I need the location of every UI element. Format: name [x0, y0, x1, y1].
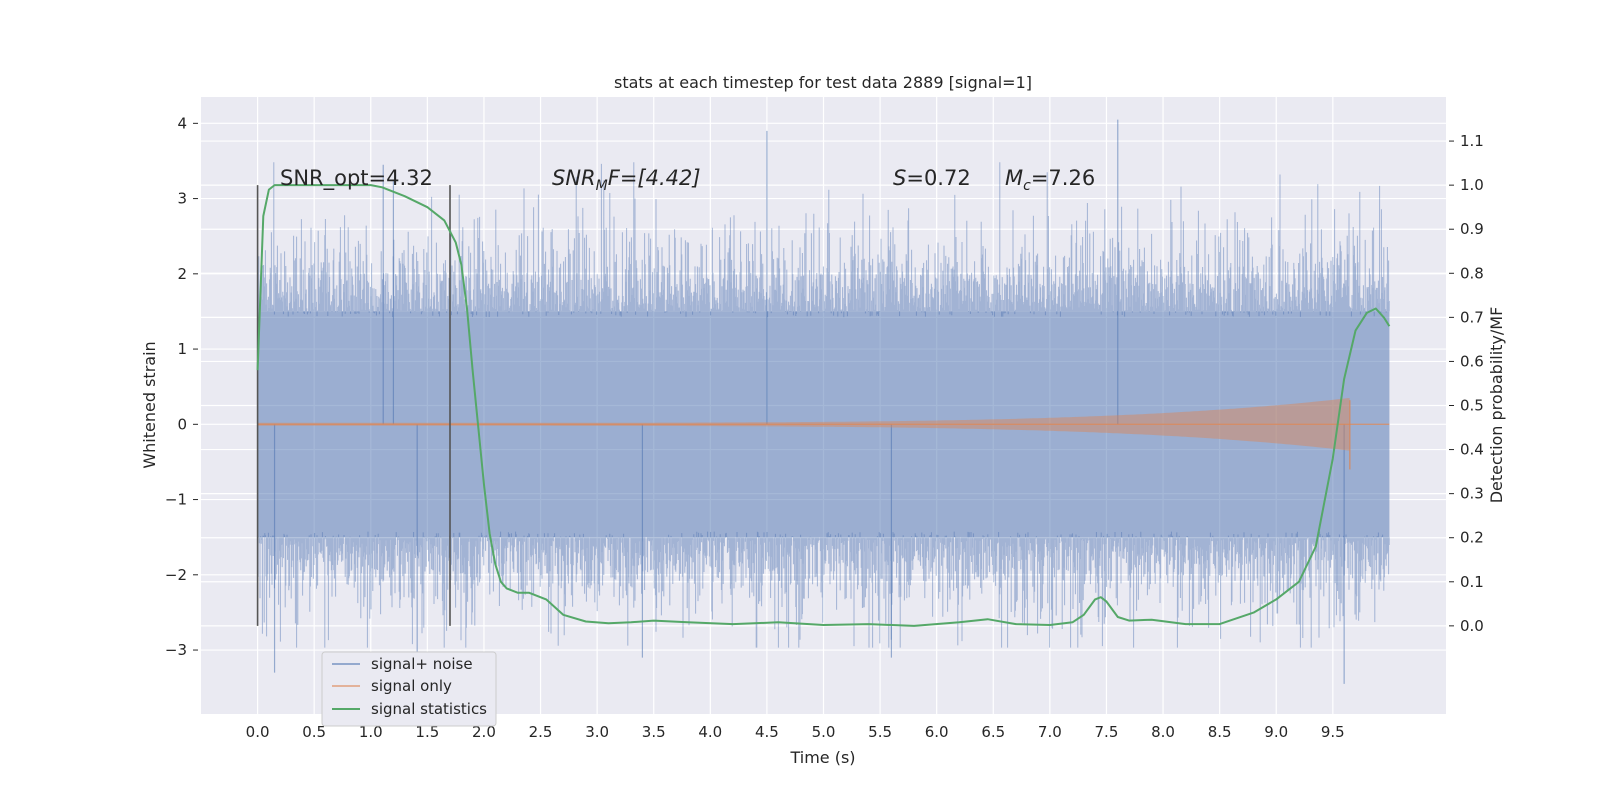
snr-mf-name: SNR [552, 166, 596, 190]
annotation-s: S=0.72 [893, 166, 971, 190]
x-tick-label: 7.5 [1095, 723, 1119, 741]
x-tick-label: 8.5 [1208, 723, 1232, 741]
x-tick-label: 9.0 [1264, 723, 1288, 741]
y-tick-label: 3 [177, 190, 187, 208]
x-tick-label: 5.0 [812, 723, 836, 741]
snr-mf-sub: M [596, 178, 608, 194]
signal-statistics-series [256, 184, 1391, 627]
x-tick-label: 3.5 [642, 723, 666, 741]
annotation-snr-opt: SNR_opt=4.32 [280, 166, 433, 191]
y2-tick-label: 0.2 [1460, 529, 1484, 547]
legend-box [321, 651, 497, 727]
legend-label-signal-statistics: signal statistics [371, 700, 487, 718]
snr-mf-rest: F=[4.42] [608, 166, 701, 190]
y-tick-label: 4 [177, 114, 187, 132]
y-tick-label: 1 [177, 340, 187, 358]
y-tick-label: −3 [165, 641, 187, 659]
y-tick-label: −1 [165, 491, 187, 509]
statistics-line [256, 184, 1391, 627]
y2-tick-label: 0.3 [1460, 485, 1484, 503]
legend-label-signal-noise: signal+ noise [371, 655, 473, 673]
y-tick-label: 0 [177, 415, 187, 433]
legend-label-signal-only: signal only [371, 677, 452, 695]
s-rest: =0.72 [906, 166, 970, 190]
x-tick-label: 7.0 [1038, 723, 1062, 741]
y2-tick-label: 0.8 [1460, 264, 1484, 282]
x-tick-label: 3.0 [585, 723, 609, 741]
x-tick-label: 2.0 [472, 723, 496, 741]
y2-tick-label: 1.1 [1460, 132, 1484, 150]
y2-tick-label: 0.1 [1460, 573, 1484, 591]
y2-tick-label: 0.7 [1460, 308, 1484, 326]
mc-name: M [1005, 166, 1023, 190]
x-tick-label: 6.0 [925, 723, 949, 741]
y2-tick-label: 0.5 [1460, 397, 1484, 415]
y2-tick-label: 0.0 [1460, 617, 1484, 635]
x-ticks: 0.0 0.5 1.0 1.5 2.0 2.5 3.0 3.5 4.0 4.5 5.0 5.5 6.0 6… [246, 723, 1345, 741]
annotation-mc: Mc=7.26 [1005, 166, 1095, 194]
annotation-snr-mf: SNRMF=[4.42] [552, 166, 701, 194]
x-tick-label: 4.5 [755, 723, 779, 741]
x-tick-label: 0.0 [246, 723, 270, 741]
x-tick-label: 8.0 [1151, 723, 1175, 741]
y2-tick-label: 0.4 [1460, 441, 1484, 459]
x-tick-label: 5.5 [868, 723, 892, 741]
x-tick-label: 6.5 [981, 723, 1005, 741]
x-tick-label: 0.5 [302, 723, 326, 741]
legend: signal+ noise signal only signal statist… [321, 651, 497, 727]
y2-tick-label: 0.9 [1460, 220, 1484, 238]
vertical-markers [256, 185, 451, 626]
x-tick-label: 1.0 [359, 723, 383, 741]
x-tick-label: 9.5 [1321, 723, 1345, 741]
y-ticks: −3 −2 −1 0 1 2 3 4 [165, 114, 198, 659]
x-axis-label: Time (s) [789, 748, 855, 767]
s-name: S [893, 166, 906, 190]
y-tick-label: 2 [177, 265, 187, 283]
x-tick-label: 2.5 [529, 723, 553, 741]
chart-title: stats at each timestep for test data 288… [614, 73, 1032, 92]
signal-only-series [257, 398, 1390, 470]
y2-tick-label: 0.6 [1460, 352, 1484, 370]
mc-sub: c [1023, 178, 1031, 194]
x-tick-label: 1.5 [415, 723, 439, 741]
y2-axis-label: Detection probability/MF [1487, 307, 1506, 504]
y2-tick-label: 1.0 [1460, 176, 1484, 194]
y-tick-label: −2 [165, 566, 187, 584]
y-axis-label: Whitened strain [140, 341, 159, 468]
mc-rest: =7.26 [1031, 166, 1095, 190]
x-tick-label: 4.0 [698, 723, 722, 741]
y2-ticks: 0.0 0.1 0.2 0.3 0.4 0.5 0.6 0.7 0.8 0.9 1.0 1.1 [1449, 132, 1484, 635]
